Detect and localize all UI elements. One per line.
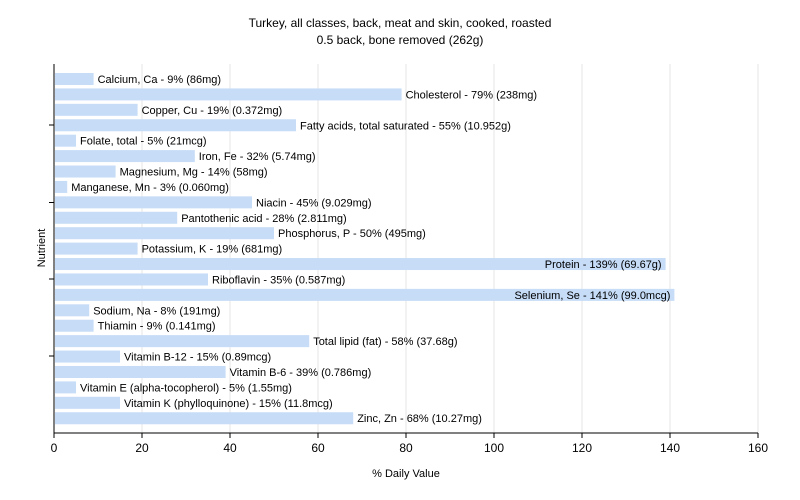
- bar: [55, 119, 296, 132]
- y-axis-label: Nutrient: [36, 229, 48, 268]
- bar: [55, 396, 120, 409]
- bar-label: Sodium, Na - 8% (191mg): [93, 305, 220, 317]
- bar: [55, 88, 402, 101]
- bar: [55, 242, 138, 255]
- bar-label: Zinc, Zn - 68% (10.27mg): [357, 413, 482, 425]
- bar: [55, 304, 90, 317]
- x-axis-label: % Daily Value: [372, 468, 440, 480]
- bar: [55, 288, 675, 301]
- bar: [55, 134, 76, 147]
- bar-label: Calcium, Ca - 9% (86mg): [98, 74, 221, 86]
- bar-label: Vitamin E (alpha-tocopherol) - 5% (1.55m…: [80, 382, 292, 394]
- bar-label: Folate, total - 5% (21mcg): [80, 136, 207, 148]
- bar: [55, 412, 354, 425]
- bar-label: Total lipid (fat) - 58% (37.68g): [313, 336, 457, 348]
- bar: [55, 365, 226, 378]
- bar: [55, 258, 666, 271]
- bar-label: Cholesterol - 79% (238mg): [406, 89, 537, 101]
- chart-subtitle: 0.5 back, bone removed (262g): [317, 33, 484, 47]
- bar: [55, 103, 138, 116]
- x-tick-label: 120: [572, 441, 592, 455]
- x-tick-label: 40: [223, 441, 237, 455]
- bar: [55, 196, 252, 209]
- x-axis-ticks: 0 20 40 60 80 100 120 140 160: [51, 433, 768, 455]
- x-tick-label: 0: [51, 441, 58, 455]
- x-tick-label: 60: [311, 441, 325, 455]
- y-axis-ticks: [49, 124, 54, 357]
- bar: [55, 211, 178, 224]
- bar: [55, 227, 274, 240]
- x-tick-label: 80: [399, 441, 413, 455]
- bar: [55, 319, 94, 332]
- bar: [55, 180, 68, 193]
- x-tick-label: 140: [660, 441, 680, 455]
- bar: [55, 150, 195, 163]
- bar-label: Copper, Cu - 19% (0.372mg): [142, 105, 283, 117]
- x-tick-label: 160: [748, 441, 768, 455]
- bar-label: Pantothenic acid - 28% (2.811mg): [181, 213, 347, 225]
- bar-label: Manganese, Mn - 3% (0.060mg): [71, 182, 229, 194]
- x-tick-label: 20: [135, 441, 149, 455]
- bar: [55, 381, 76, 394]
- bar-label: Niacin - 45% (9.029mg): [256, 197, 372, 209]
- bar-label: Vitamin K (phylloquinone) - 15% (11.8mcg…: [124, 398, 333, 410]
- bar-label: Selenium, Se - 141% (99.0mcg): [514, 290, 670, 302]
- bar-label: Magnesium, Mg - 14% (58mg): [120, 167, 268, 179]
- bar-label: Vitamin B-6 - 39% (0.786mg): [230, 367, 372, 379]
- bar-label: Protein - 139% (69.67g): [545, 259, 662, 271]
- bar-label: Iron, Fe - 32% (5.74mg): [199, 151, 316, 163]
- bar: [55, 335, 310, 348]
- bar-label: Riboflavin - 35% (0.587mg): [212, 274, 345, 286]
- x-tick-label: 100: [484, 441, 504, 455]
- chart-title: Turkey, all classes, back, meat and skin…: [249, 16, 552, 30]
- bar: [55, 273, 208, 286]
- bar-label: Fatty acids, total saturated - 55% (10.9…: [300, 120, 511, 132]
- bar: [55, 165, 116, 178]
- bar-label: Phosphorus, P - 50% (495mg): [278, 228, 426, 240]
- bar: [55, 350, 120, 363]
- bar: [55, 73, 94, 85]
- bar-labels: Calcium, Ca - 9% (86mg) Cholesterol - 79%…: [71, 74, 670, 425]
- bar-label: Thiamin - 9% (0.141mg): [98, 321, 216, 333]
- bar-label: Potassium, K - 19% (681mg): [142, 244, 283, 256]
- bar-label: Vitamin B-12 - 15% (0.89mcg): [124, 352, 271, 364]
- bars: [55, 73, 675, 425]
